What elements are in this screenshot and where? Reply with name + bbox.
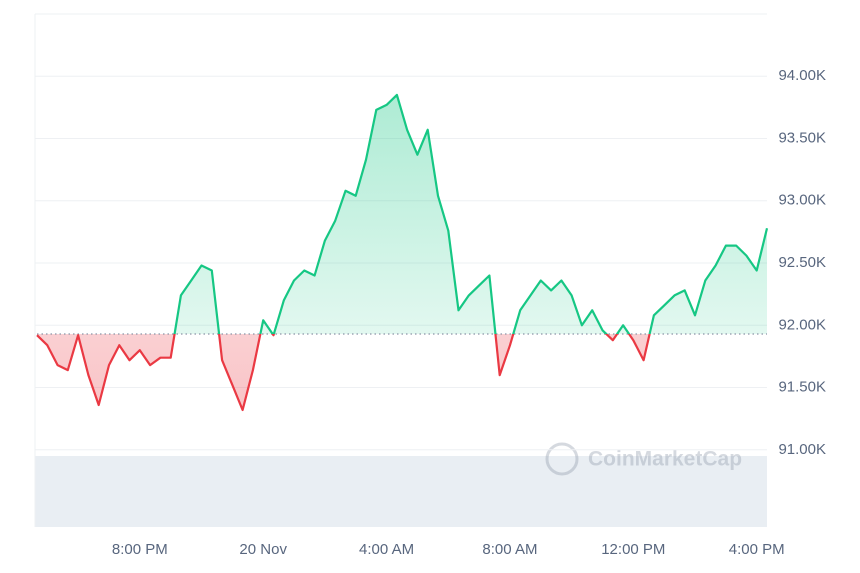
area-up: [37, 94, 767, 335]
price-line-down: [36, 334, 651, 412]
x-tick-label: 12:00 PM: [601, 541, 665, 558]
watermark-text: CoinMarketCap: [588, 448, 742, 471]
y-tick-label: 91.50K: [778, 379, 826, 396]
watermark-logo: [545, 442, 579, 476]
volume-area: [35, 456, 767, 527]
y-tick-label: 92.50K: [778, 254, 826, 271]
watermark: CoinMarketCap: [545, 442, 742, 476]
y-tick-label: 93.00K: [778, 192, 826, 209]
y-tick-label: 92.00K: [778, 316, 826, 333]
x-tick-label: 20 Nov: [239, 541, 287, 558]
x-tick-label: 4:00 AM: [359, 541, 414, 558]
x-tick-label: 8:00 PM: [112, 541, 168, 558]
x-tick-label: 8:00 AM: [482, 541, 537, 558]
y-tick-label: 91.00K: [778, 441, 826, 458]
x-tick-label: 4:00 PM: [729, 541, 785, 558]
price-line-up: [173, 93, 769, 335]
y-tick-label: 94.00K: [778, 67, 826, 84]
y-tick-label: 93.50K: [778, 129, 826, 146]
